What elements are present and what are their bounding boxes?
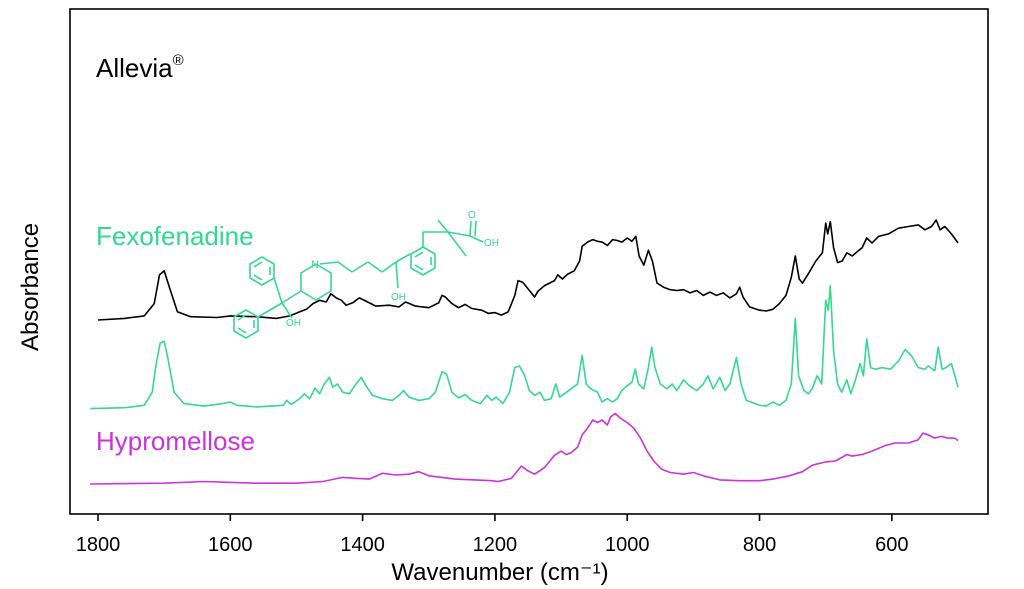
x-tick-label-1200: 1200 (473, 534, 518, 556)
series-line-allevia (97, 219, 959, 321)
label-n: N (311, 259, 319, 271)
phenyl-ring-3 (410, 246, 436, 276)
x-tick-label-600: 600 (875, 534, 908, 556)
series-line-fexofenadine (90, 284, 959, 410)
x-axis: 1800 1600 1400 1200 1000 800 600 (76, 514, 909, 556)
label-oh-3: OH (391, 292, 406, 303)
phenyl-ring-1 (249, 256, 275, 286)
x-tick-label-1800: 1800 (76, 534, 121, 556)
structure-labels: OH O OH OH N (286, 210, 499, 329)
plot-frame (69, 8, 989, 515)
x-tick-label-800: 800 (743, 534, 776, 556)
x-axis-label: Wavenumber (cm⁻¹) (391, 559, 608, 586)
series-layer (90, 219, 959, 485)
piperidine-ring (300, 263, 332, 301)
series-labels: Allevia® Fexofenadine Hypromellose (96, 52, 255, 456)
series-label-fexofenadine: Fexofenadine (96, 221, 254, 251)
fexofenadine-structure (233, 219, 484, 339)
x-tick-label-1400: 1400 (340, 534, 385, 556)
series-label-hypromellose: Hypromellose (96, 426, 255, 456)
series-line-hypromellose (90, 412, 959, 485)
x-tick-label-1600: 1600 (208, 534, 253, 556)
y-axis-label: Absorbance (17, 223, 44, 351)
label-oh-1: OH (286, 318, 301, 329)
label-o: O (468, 210, 476, 221)
registered-mark: ® (173, 52, 184, 69)
x-tick-label-1000: 1000 (605, 534, 650, 556)
series-label-allevia: Allevia® (96, 52, 184, 83)
label-oh-2: OH (484, 238, 499, 249)
